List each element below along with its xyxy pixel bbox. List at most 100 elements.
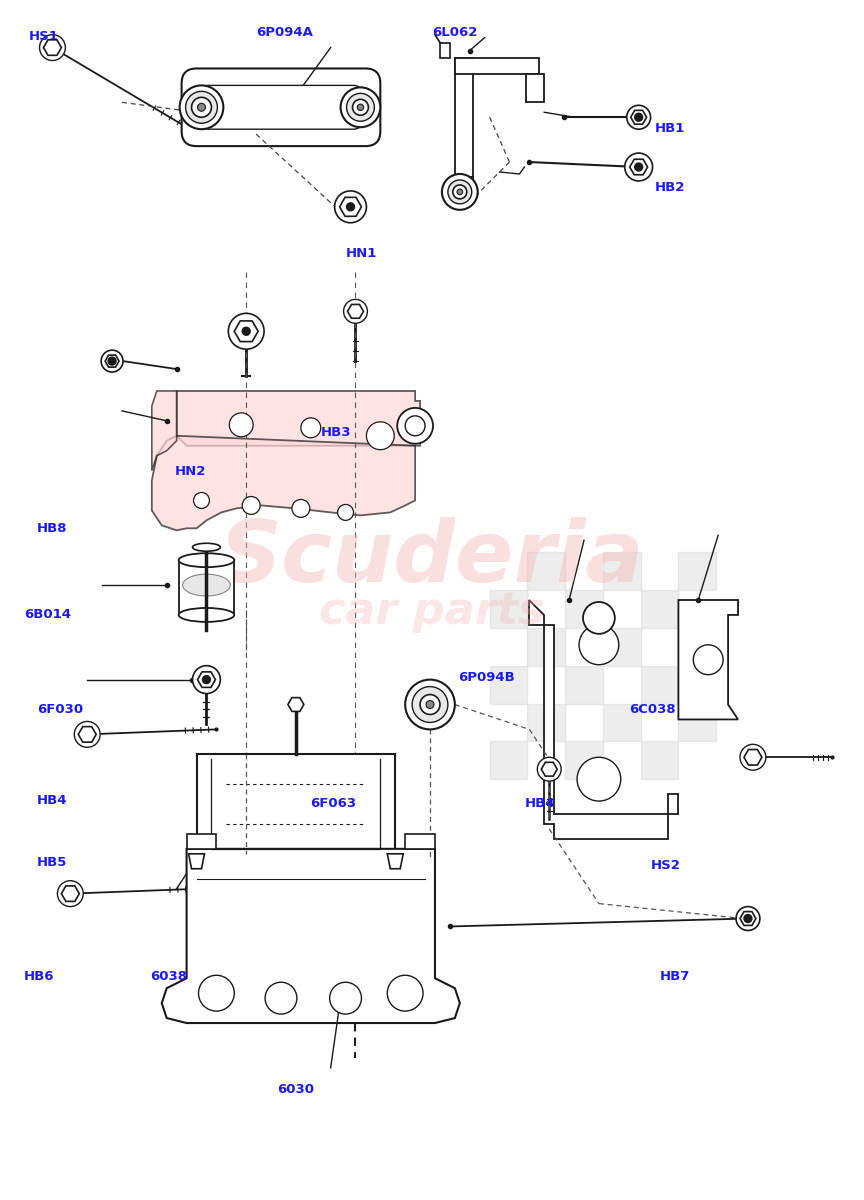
Text: HB8: HB8 — [37, 522, 67, 535]
Circle shape — [635, 113, 643, 121]
Text: Scuderia: Scuderia — [219, 517, 645, 600]
Circle shape — [330, 983, 361, 1014]
Text: HB5: HB5 — [37, 857, 67, 869]
Circle shape — [340, 88, 380, 127]
Polygon shape — [79, 727, 96, 742]
Bar — [678, 552, 716, 590]
Text: 6L062: 6L062 — [432, 26, 478, 40]
Polygon shape — [678, 600, 738, 720]
Circle shape — [346, 203, 354, 211]
Bar — [678, 628, 716, 666]
Text: HN2: HN2 — [175, 464, 206, 478]
Text: HN1: HN1 — [346, 247, 378, 260]
Circle shape — [334, 191, 366, 223]
Polygon shape — [288, 697, 304, 712]
Text: HB6: HB6 — [24, 970, 54, 983]
Polygon shape — [152, 436, 415, 530]
Bar — [603, 703, 640, 742]
Bar — [565, 666, 603, 703]
Circle shape — [744, 914, 752, 923]
Bar — [490, 666, 527, 703]
Text: 6F063: 6F063 — [310, 797, 356, 810]
Bar — [565, 742, 603, 779]
Text: HB2: HB2 — [655, 181, 685, 194]
Polygon shape — [387, 854, 403, 869]
Ellipse shape — [179, 553, 234, 568]
Circle shape — [344, 299, 367, 323]
Circle shape — [40, 35, 66, 60]
Bar — [527, 703, 565, 742]
Circle shape — [537, 757, 561, 781]
Text: HB3: HB3 — [321, 426, 351, 439]
Circle shape — [194, 492, 209, 509]
Polygon shape — [43, 40, 61, 55]
Bar — [565, 590, 603, 628]
Circle shape — [198, 103, 206, 112]
Polygon shape — [630, 160, 648, 175]
Circle shape — [579, 625, 619, 665]
Text: HB4: HB4 — [524, 797, 556, 810]
Bar — [490, 742, 527, 779]
Polygon shape — [454, 176, 473, 202]
Circle shape — [229, 413, 253, 437]
Circle shape — [583, 602, 615, 634]
Circle shape — [186, 91, 218, 124]
Polygon shape — [188, 854, 205, 869]
Circle shape — [101, 350, 123, 372]
Polygon shape — [187, 834, 216, 848]
Bar — [640, 666, 678, 703]
Bar — [678, 703, 716, 742]
Circle shape — [108, 358, 116, 365]
Circle shape — [397, 408, 433, 444]
Circle shape — [193, 666, 220, 694]
Text: HS2: HS2 — [651, 859, 681, 871]
Polygon shape — [347, 305, 364, 318]
Ellipse shape — [179, 608, 234, 622]
Polygon shape — [234, 320, 258, 342]
Text: 6F030: 6F030 — [37, 703, 83, 716]
Polygon shape — [631, 110, 646, 124]
Circle shape — [426, 701, 434, 708]
Circle shape — [202, 676, 211, 684]
Circle shape — [301, 418, 321, 438]
Polygon shape — [176, 391, 420, 445]
Circle shape — [242, 328, 251, 335]
Text: 6P094B: 6P094B — [458, 671, 514, 684]
Circle shape — [387, 976, 423, 1012]
Text: 6030: 6030 — [277, 1084, 314, 1097]
Bar — [490, 590, 527, 628]
Polygon shape — [152, 391, 176, 470]
Circle shape — [338, 504, 353, 521]
Circle shape — [736, 906, 759, 930]
Circle shape — [292, 499, 310, 517]
Polygon shape — [61, 886, 79, 901]
Text: 6038: 6038 — [150, 970, 187, 983]
Polygon shape — [541, 762, 557, 776]
Circle shape — [442, 174, 478, 210]
Text: 6P094A: 6P094A — [256, 26, 313, 40]
Circle shape — [192, 97, 212, 118]
Circle shape — [457, 190, 462, 194]
Circle shape — [353, 100, 368, 115]
Text: 6B014: 6B014 — [24, 608, 71, 620]
Polygon shape — [179, 560, 234, 614]
Polygon shape — [198, 672, 215, 688]
Circle shape — [693, 644, 723, 674]
Circle shape — [366, 422, 394, 450]
Circle shape — [635, 163, 643, 170]
Bar — [640, 742, 678, 779]
Circle shape — [74, 721, 100, 748]
Circle shape — [228, 313, 264, 349]
Text: 6C038: 6C038 — [630, 703, 676, 716]
Circle shape — [405, 416, 425, 436]
Text: HS1: HS1 — [29, 30, 59, 43]
Circle shape — [740, 744, 766, 770]
Circle shape — [420, 695, 440, 714]
Circle shape — [626, 106, 651, 130]
Circle shape — [358, 104, 364, 110]
Polygon shape — [526, 74, 544, 102]
Polygon shape — [454, 58, 473, 176]
Bar — [640, 590, 678, 628]
Circle shape — [453, 185, 467, 199]
Circle shape — [577, 757, 620, 802]
